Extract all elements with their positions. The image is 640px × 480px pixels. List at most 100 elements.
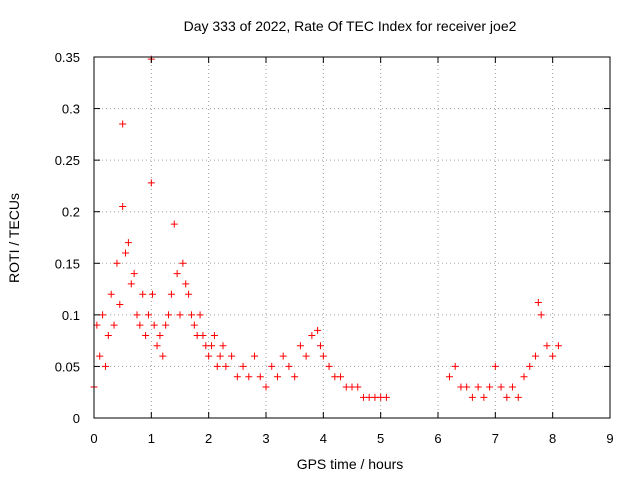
data-point [262, 383, 270, 391]
data-point [196, 311, 204, 319]
data-point [113, 259, 121, 267]
data-point [153, 342, 161, 350]
data-point [463, 383, 471, 391]
data-point [486, 383, 494, 391]
data-point [116, 301, 124, 309]
data-point [122, 249, 130, 257]
data-point [308, 331, 316, 339]
data-point [279, 352, 287, 360]
data-point [159, 352, 167, 360]
data-point [325, 362, 333, 370]
data-point [104, 331, 112, 339]
data-point [142, 331, 150, 339]
data-point [130, 270, 138, 278]
x-tick-label: 4 [320, 431, 327, 446]
data-point [302, 352, 310, 360]
data-point [147, 179, 155, 187]
x-tick-label: 8 [549, 431, 556, 446]
data-point [382, 393, 390, 401]
data-point [124, 239, 132, 247]
y-tick-label: 0 [73, 411, 80, 426]
data-point [205, 352, 213, 360]
data-point [176, 311, 184, 319]
data-point [468, 393, 476, 401]
data-point [162, 321, 170, 329]
data-point [101, 362, 109, 370]
data-point [480, 393, 488, 401]
data-point [503, 393, 511, 401]
x-tick-label: 1 [148, 431, 155, 446]
data-point [96, 352, 104, 360]
data-point [148, 290, 156, 298]
y-tick-label: 0.2 [62, 205, 80, 220]
y-tick-label: 0.15 [55, 256, 80, 271]
data-point [119, 120, 127, 128]
x-tick-label: 7 [492, 431, 499, 446]
data-point [93, 321, 101, 329]
data-point [474, 383, 482, 391]
data-point [509, 383, 517, 391]
data-point [256, 373, 264, 381]
data-point [537, 311, 545, 319]
data-point [239, 362, 247, 370]
y-tick-label: 0.25 [55, 153, 80, 168]
y-tick-label: 0.1 [62, 308, 80, 323]
data-point [337, 373, 345, 381]
data-point [210, 331, 218, 339]
data-point [190, 321, 198, 329]
data-point [127, 280, 135, 288]
data-point [233, 373, 241, 381]
data-point [491, 362, 499, 370]
data-point [319, 352, 327, 360]
x-tick-label: 6 [434, 431, 441, 446]
data-point [119, 203, 127, 211]
data-point [514, 393, 522, 401]
data-point [520, 373, 528, 381]
data-point [182, 280, 190, 288]
data-point [144, 311, 152, 319]
x-tick-label: 3 [262, 431, 269, 446]
x-tick-label: 0 [90, 431, 97, 446]
data-point [222, 362, 230, 370]
data-point [150, 321, 158, 329]
data-point [445, 373, 453, 381]
data-point [99, 311, 107, 319]
data-point [245, 373, 253, 381]
chart-title: Day 333 of 2022, Rate Of TEC Index for r… [183, 18, 517, 34]
data-point [167, 290, 175, 298]
data-point [110, 321, 118, 329]
x-tick-label: 5 [377, 431, 384, 446]
data-point [179, 259, 187, 267]
plot-frame [93, 56, 611, 419]
data-point [107, 290, 115, 298]
data-point [173, 270, 181, 278]
data-point [549, 352, 557, 360]
data-points [90, 55, 562, 401]
data-point [273, 373, 281, 381]
data-point [554, 342, 562, 350]
data-point [534, 298, 542, 306]
data-point [268, 362, 276, 370]
data-point [216, 352, 224, 360]
data-point [156, 331, 164, 339]
x-axis-label: GPS time / hours [296, 456, 404, 472]
data-point [185, 290, 193, 298]
data-point [199, 331, 207, 339]
y-tick-label: 0.3 [62, 102, 80, 117]
data-point [291, 373, 299, 381]
data-point [213, 362, 221, 370]
data-point [543, 342, 551, 350]
data-point [531, 352, 539, 360]
data-point [451, 362, 459, 370]
data-point [136, 321, 144, 329]
data-point [165, 311, 173, 319]
data-point [285, 362, 293, 370]
data-point [170, 220, 178, 228]
data-point [133, 311, 141, 319]
y-tick-label: 0.35 [55, 50, 80, 65]
data-point [314, 326, 322, 334]
data-point [228, 352, 236, 360]
data-point [526, 362, 534, 370]
data-point [139, 290, 147, 298]
